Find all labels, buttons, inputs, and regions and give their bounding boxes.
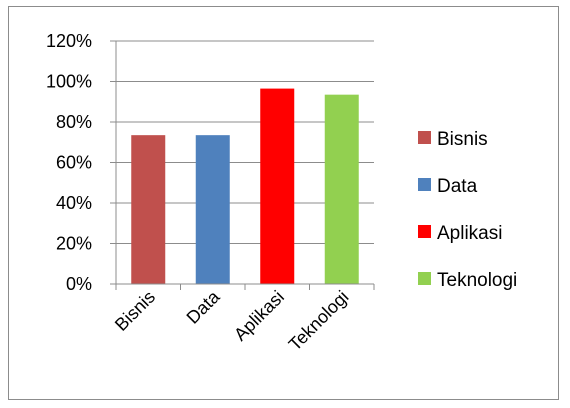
y-tick-label: 60%	[56, 153, 92, 173]
y-tick-label: 20%	[56, 234, 92, 254]
legend-label: Data	[437, 176, 478, 197]
x-tick-label: Aplikasi	[230, 287, 288, 345]
bar-bisnis	[131, 135, 166, 284]
legend-swatch	[418, 178, 431, 191]
legend-label: Teknologi	[437, 270, 517, 291]
legend-swatch	[418, 225, 431, 238]
y-tick-label: 100%	[46, 72, 92, 92]
x-tick-label: Teknologi	[285, 287, 353, 355]
y-tick-label: 120%	[46, 31, 92, 51]
legend-swatch	[418, 272, 431, 285]
bar-teknologi	[324, 94, 359, 284]
legend-label: Bisnis	[437, 129, 488, 150]
y-tick-label: 0%	[66, 274, 92, 294]
y-tick-label: 80%	[56, 112, 92, 132]
y-tick-label: 40%	[56, 193, 92, 213]
x-tick-label: Bisnis	[111, 287, 159, 335]
legend-swatch	[418, 131, 431, 144]
legend-label: Aplikasi	[437, 223, 502, 244]
bar-data	[195, 135, 230, 284]
bar-aplikasi	[260, 88, 295, 285]
x-tick-label: Data	[183, 286, 225, 328]
